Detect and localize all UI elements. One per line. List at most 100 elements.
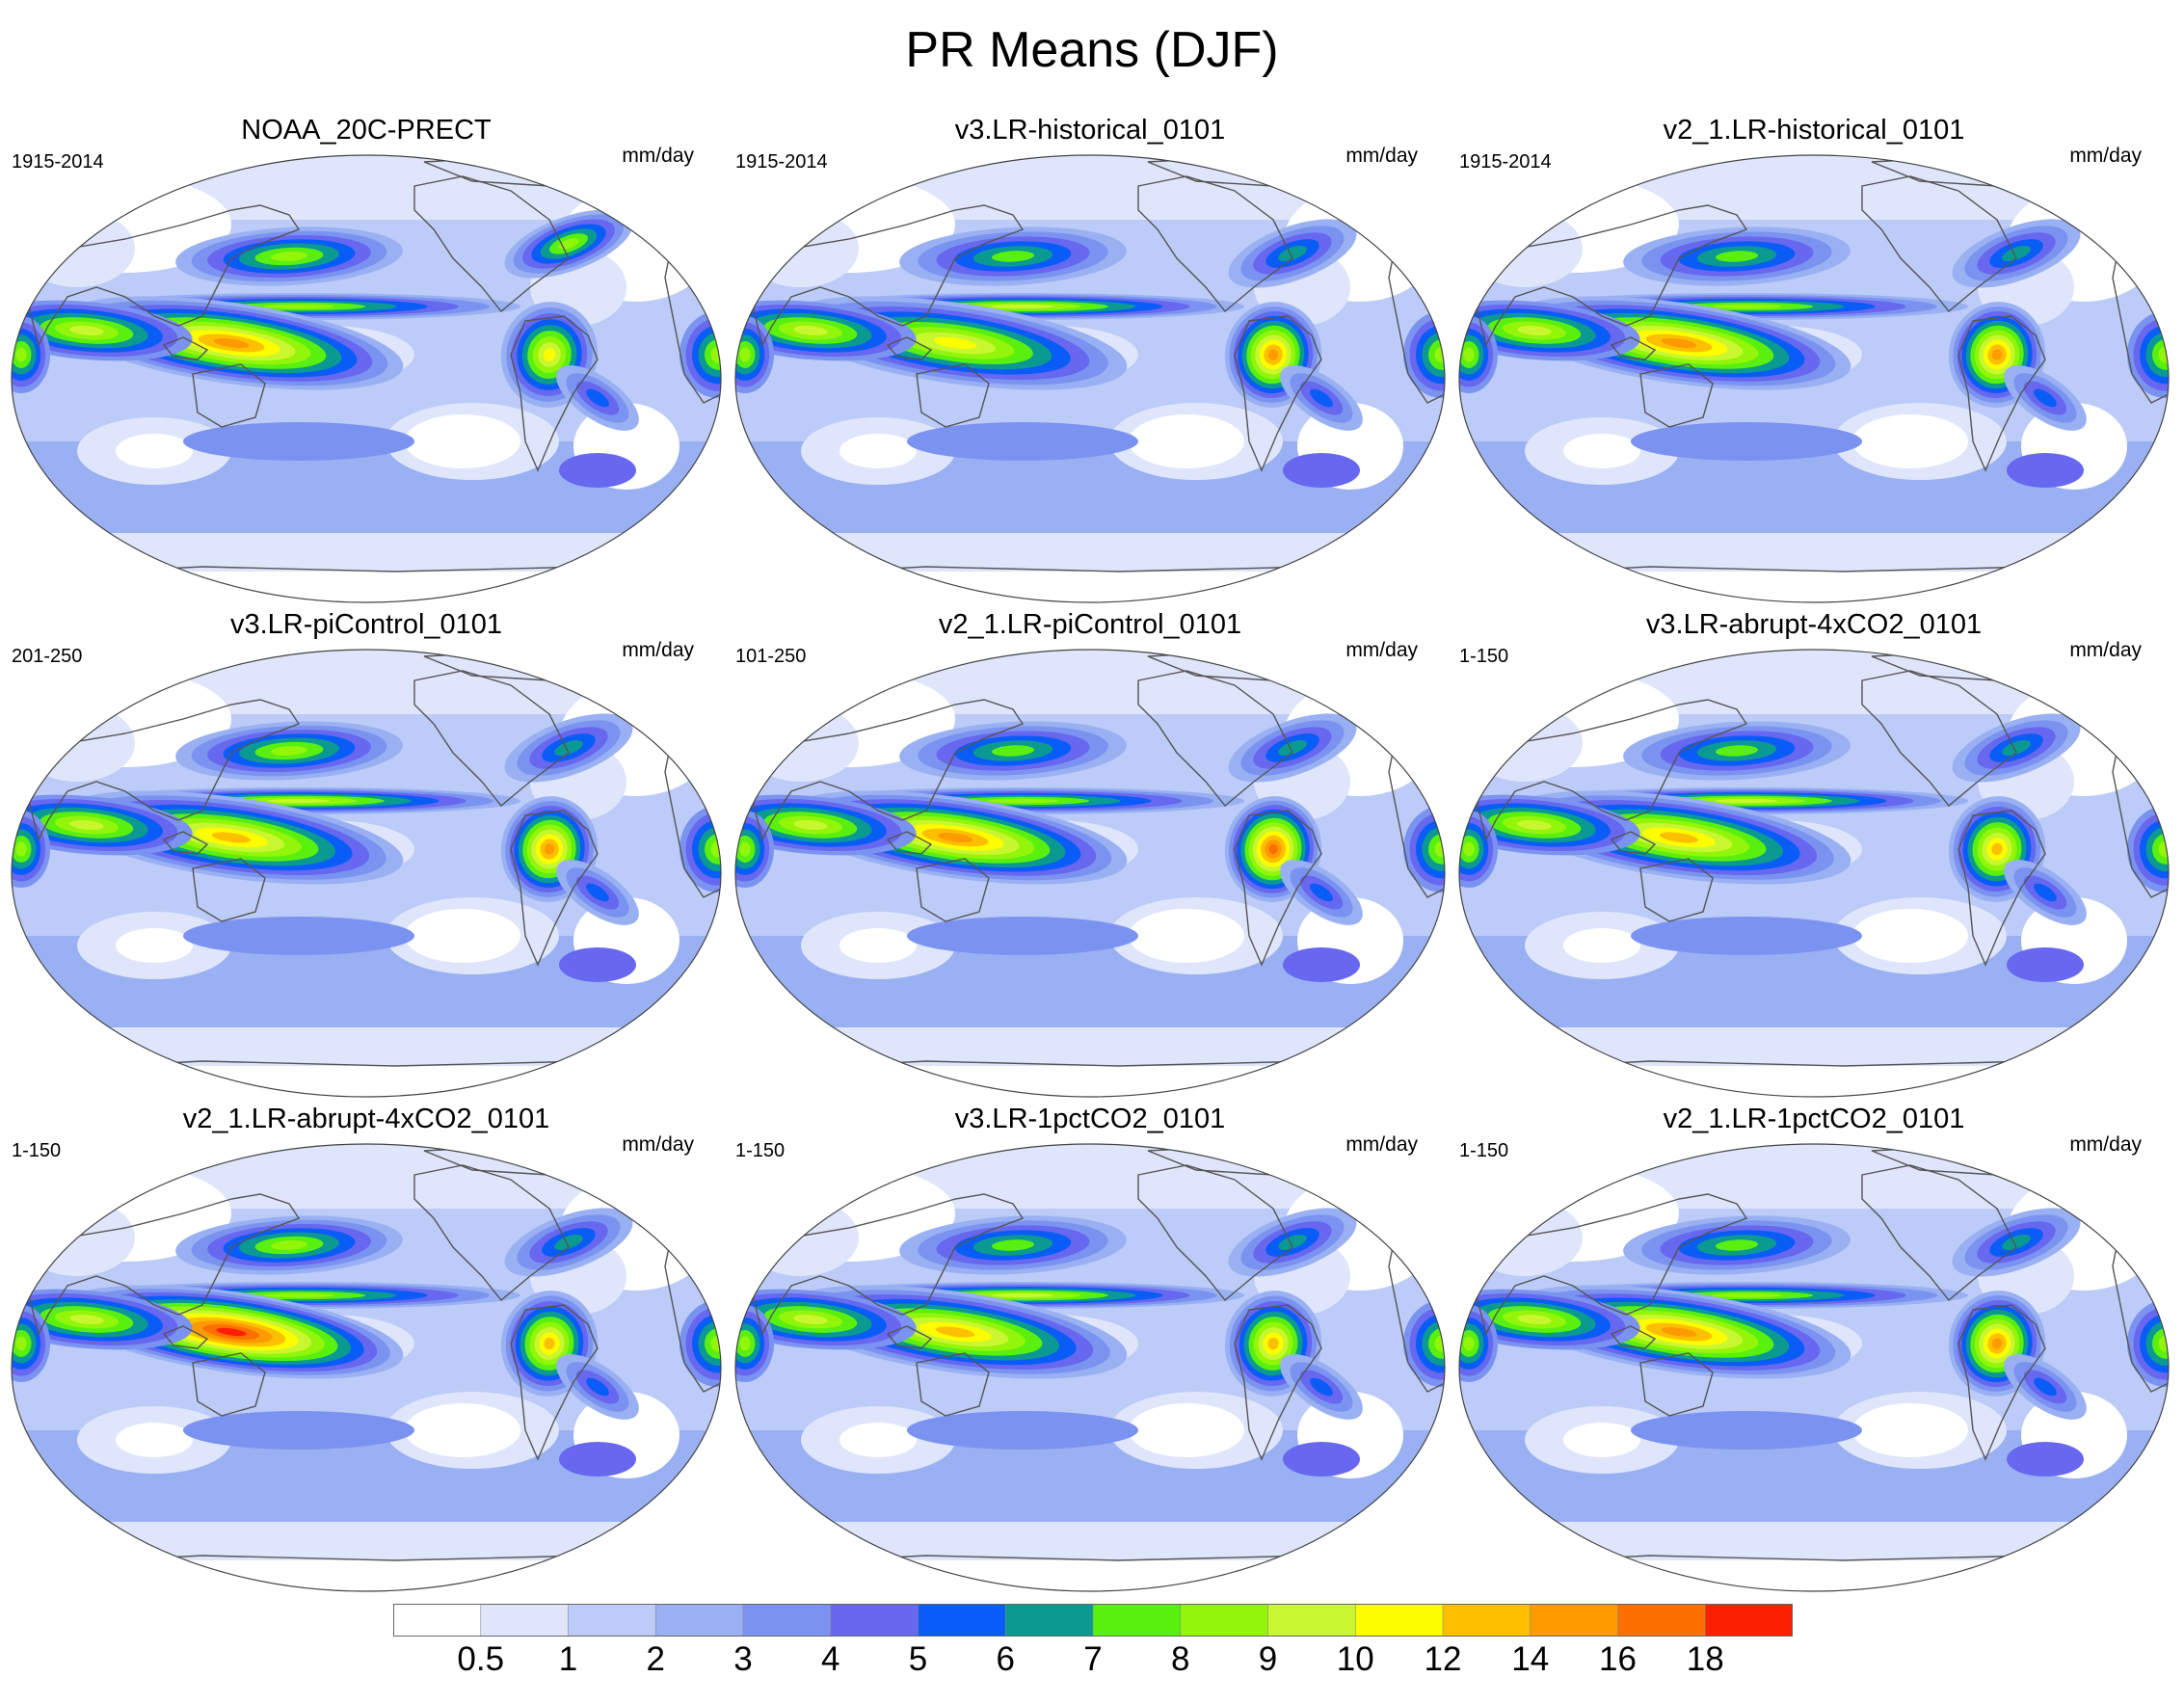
storm-track-north-atlantic (2002, 246, 2031, 261)
colorbar-swatch (1092, 1604, 1182, 1637)
storm-track-south-pacific (907, 917, 1138, 955)
south-atlantic-convergence (1310, 883, 1333, 902)
panel-period: 1915-2014 (735, 151, 828, 173)
continent-australia-outline (1639, 1352, 1714, 1417)
continent-eurasia-outline (28, 204, 301, 348)
map-svg (1458, 154, 2170, 603)
panel-title: v2_1.LR-1pctCO2_0101 (1663, 1104, 1965, 1134)
map-panel-v2-1-historical: v2_1.LR-historical_0101 1915-2014 mm/day (1457, 114, 2171, 605)
maritime-continent-outline (886, 336, 933, 360)
continent-eurasia-outline (752, 699, 1025, 842)
africa-convection-west (15, 347, 27, 362)
south-atlantic-convergence (2034, 388, 2057, 408)
storm-track-north-atlantic (2002, 1235, 2031, 1250)
continent-australia-outline (192, 1352, 266, 1417)
map-boundary (11, 154, 722, 603)
colorbar-frame (393, 1604, 1793, 1637)
itcz-pacific (1711, 304, 1782, 309)
continent-antarctica-outline (735, 566, 1445, 602)
panel-title: v3.LR-historical_0101 (954, 115, 1226, 146)
panel-period: 1-150 (12, 1140, 62, 1161)
map-svg (11, 154, 722, 603)
panel-units: mm/day (622, 145, 694, 167)
south-atlantic-convergence (1310, 388, 1333, 408)
colorbar-tick-label: 14 (1511, 1640, 1550, 1678)
dry-region-indian (116, 928, 193, 963)
dry-region-south-pacific (1852, 909, 1968, 963)
colorbar-labels: 0.5 1 2 3 4 5 6 7 8 9 10 12 14 16 18 (393, 1638, 1793, 1683)
south-america-convection (1991, 349, 2003, 360)
arctic-band (1459, 1144, 2169, 1209)
storm-track-north-pacific (991, 251, 1035, 262)
storm-track-south-pacific (907, 1411, 1138, 1450)
continent-north-america-outline (1861, 1164, 2017, 1301)
spcz-convection (933, 336, 977, 350)
continent-south-america-outline (510, 810, 599, 967)
indian-ocean-convection (793, 325, 828, 336)
precip-map (1457, 152, 2171, 605)
africa-convection-west (15, 841, 27, 857)
continent-antarctica-outline (735, 1060, 1445, 1097)
indian-ocean-convection (1517, 1314, 1552, 1325)
colorbar-tick-label: 10 (1336, 1640, 1374, 1678)
panel-units: mm/day (2069, 639, 2142, 661)
continent-eurasia-outline (28, 1193, 301, 1337)
maritime-continent-outline (162, 831, 209, 855)
panel-title: v2_1.LR-piControl_0101 (938, 609, 1242, 640)
continent-north-america-outline (413, 670, 570, 807)
continent-australia-outline (1639, 363, 1714, 428)
south-america-convection (1267, 349, 1279, 360)
colorbar-tick-label: 0.5 (457, 1640, 505, 1678)
itcz-pacific (1711, 1292, 1782, 1298)
arctic-band (12, 155, 721, 220)
dry-region-indian (1563, 434, 1640, 468)
south-america-convection (1268, 843, 1278, 855)
storm-track-south-atlantic (2007, 1442, 2084, 1477)
storm-track-north-atlantic (1278, 246, 1307, 261)
indian-ocean-convection (69, 325, 104, 336)
africa-convection-east (1434, 840, 1445, 858)
africa-convection-west (1463, 347, 1475, 362)
panel-title: v3.LR-piControl_0101 (229, 609, 503, 640)
continent-antarctica-outline (12, 566, 721, 602)
colorbar-swatch (1004, 1604, 1094, 1637)
continent-antarctica-outline (12, 1060, 721, 1097)
south-america-convection (1991, 842, 2003, 856)
storm-track-south-pacific (1631, 1411, 1862, 1450)
panel-title: NOAA_20C-PRECT (241, 115, 492, 146)
dry-region-south-pacific (1129, 909, 1244, 963)
continent-south-america-outline (1234, 810, 1322, 967)
map-panel-v3-historical: v3.LR-historical_0101 1915-2014 mm/day (733, 114, 1447, 605)
map-boundary (734, 1143, 1446, 1592)
precip-map (10, 1141, 723, 1594)
colorbar-swatch (393, 1604, 482, 1637)
arctic-band (735, 650, 1445, 714)
precip-field (1459, 1144, 2169, 1591)
africa-convection-east (710, 346, 721, 363)
spcz-convection (935, 1326, 975, 1338)
storm-track-south-pacific (183, 1411, 414, 1450)
arctic-band (735, 155, 1445, 220)
map-svg (1458, 649, 2170, 1098)
dry-region-indian (116, 1423, 193, 1457)
continent-south-america-outline (1234, 315, 1322, 472)
map-boundary (1458, 1143, 2170, 1592)
itcz-pacific (267, 799, 331, 803)
africa-convection-west (15, 1336, 27, 1351)
south-atlantic-convergence (2034, 1377, 2057, 1397)
maritime-continent-outline (1610, 1325, 1657, 1349)
continent-north-america-outline (413, 175, 570, 312)
storm-track-south-atlantic (2007, 947, 2084, 982)
colorbar-tick-label: 9 (1258, 1640, 1278, 1678)
colorbar (393, 1604, 1793, 1637)
colorbar-swatch (654, 1604, 744, 1637)
continent-eurasia-outline (1476, 699, 1748, 842)
continent-north-america-outline (1861, 670, 2017, 807)
continent-australia-outline (192, 363, 266, 428)
panel-units: mm/day (1345, 1133, 1418, 1156)
precip-field (735, 155, 1445, 602)
panel-title: v2_1.LR-historical_0101 (1663, 115, 1965, 146)
continent-south-america-outline (510, 1304, 599, 1461)
arctic-band (12, 1144, 721, 1209)
panel-units: mm/day (622, 1133, 694, 1156)
